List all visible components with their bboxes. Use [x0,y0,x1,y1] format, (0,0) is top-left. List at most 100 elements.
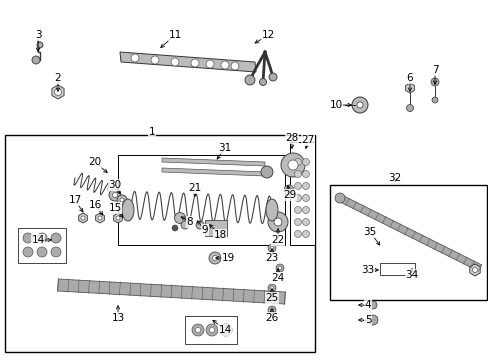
Text: 30: 30 [108,180,122,190]
Circle shape [37,233,47,243]
Circle shape [368,301,376,309]
Circle shape [172,225,178,231]
Circle shape [212,256,217,261]
Circle shape [23,247,33,257]
Polygon shape [338,195,481,271]
Text: 1: 1 [148,127,155,137]
Text: 31: 31 [218,143,231,153]
Circle shape [223,328,228,333]
Text: 8: 8 [186,217,193,227]
Polygon shape [162,158,264,166]
Circle shape [117,195,127,205]
Circle shape [270,287,273,289]
Polygon shape [52,85,64,99]
Circle shape [284,185,293,195]
Text: 10: 10 [329,100,342,110]
Text: 13: 13 [111,313,124,323]
Text: 26: 26 [265,313,278,323]
Bar [204,220,226,236]
Polygon shape [469,264,479,276]
Circle shape [267,284,275,292]
Circle shape [51,233,61,243]
Polygon shape [96,213,104,223]
Circle shape [275,264,284,272]
Circle shape [98,216,102,220]
Circle shape [259,78,266,85]
Circle shape [195,328,200,333]
Bar [184,316,237,344]
Circle shape [430,78,438,86]
Circle shape [51,247,61,257]
Circle shape [294,207,301,213]
Text: 21: 21 [188,183,201,193]
Text: 20: 20 [88,157,102,167]
Circle shape [109,189,121,201]
Text: 23: 23 [265,253,278,263]
Bar [18,228,66,263]
Circle shape [294,171,301,177]
Polygon shape [162,168,264,176]
Circle shape [196,221,203,229]
Circle shape [267,306,275,314]
Circle shape [192,324,203,336]
Polygon shape [58,279,285,304]
Polygon shape [113,213,122,223]
Text: 12: 12 [261,30,274,40]
Circle shape [32,56,40,64]
Circle shape [287,160,297,170]
Circle shape [208,252,221,264]
Circle shape [294,158,301,166]
Circle shape [281,153,305,177]
Circle shape [278,266,281,270]
Circle shape [294,183,301,189]
Circle shape [334,193,345,203]
Circle shape [191,59,199,67]
Text: 27: 27 [301,135,314,145]
Circle shape [221,61,228,69]
Polygon shape [79,213,87,223]
Text: 6: 6 [406,73,412,83]
Text: 35: 35 [363,227,376,237]
Circle shape [406,104,413,112]
Circle shape [37,42,43,48]
Text: 32: 32 [387,173,401,183]
Circle shape [267,212,287,232]
Circle shape [351,97,367,113]
Circle shape [356,102,362,108]
Circle shape [209,328,214,333]
Circle shape [171,58,179,66]
Circle shape [230,62,239,70]
Circle shape [37,247,47,257]
Text: 25: 25 [265,293,278,303]
Circle shape [302,207,309,213]
Circle shape [120,198,124,202]
Circle shape [270,309,273,311]
Circle shape [54,89,61,95]
Ellipse shape [265,199,278,221]
Circle shape [116,216,120,220]
Text: 18: 18 [213,230,226,240]
Circle shape [294,194,301,202]
Text: 34: 34 [405,270,418,280]
Circle shape [294,230,301,238]
Circle shape [205,60,214,68]
Ellipse shape [122,199,134,221]
Circle shape [81,216,85,220]
Circle shape [302,158,309,166]
Circle shape [220,324,231,336]
Text: 33: 33 [361,265,374,275]
Circle shape [151,56,159,64]
Text: 16: 16 [88,200,102,210]
Text: 11: 11 [168,30,181,40]
Text: 19: 19 [221,253,234,263]
Circle shape [131,54,139,62]
Circle shape [267,244,275,252]
Text: 28: 28 [285,133,298,143]
Circle shape [244,75,254,85]
Circle shape [270,247,273,249]
Bar [5,135,314,352]
Text: 3: 3 [35,30,41,40]
Circle shape [302,183,309,189]
Circle shape [302,194,309,202]
Polygon shape [405,83,413,93]
